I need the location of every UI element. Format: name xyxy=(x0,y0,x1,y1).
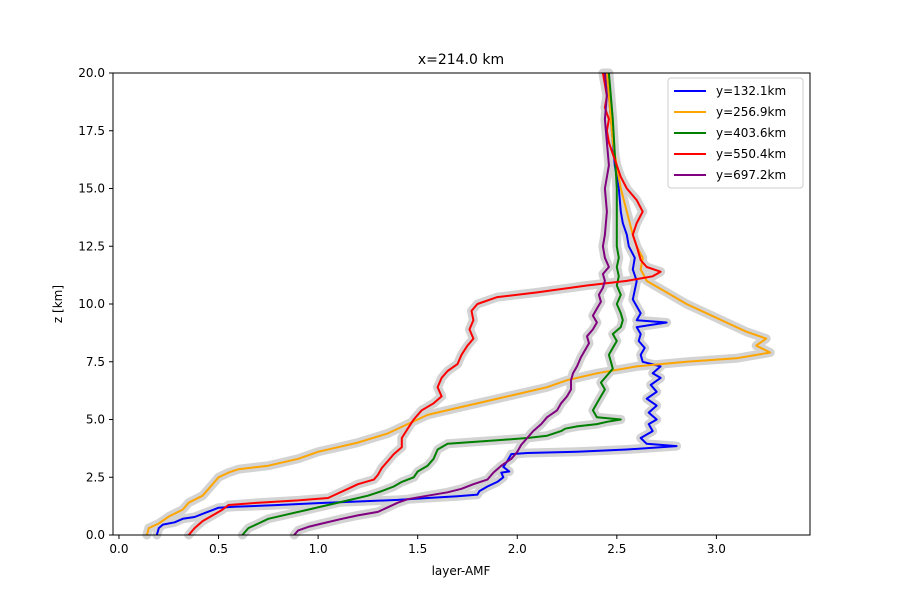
y-tick-label: 7.5 xyxy=(86,355,105,369)
series-line-1 xyxy=(155,72,678,536)
x-tick-label: 2.5 xyxy=(607,542,626,556)
series-line-3 xyxy=(241,72,624,536)
series-line-4 xyxy=(187,72,662,536)
legend-label-2: y=256.9km xyxy=(716,105,786,119)
y-axis-ticks: 0.0 2.5 5.0 7.5 10.0 12.5 15.0 17.5 20.0 xyxy=(78,66,113,542)
y-tick-label: 15.0 xyxy=(78,182,105,196)
x-tick-label: 0.5 xyxy=(209,542,228,556)
y-tick-label: 5.0 xyxy=(86,413,105,427)
x-tick-label: 1.0 xyxy=(309,542,328,556)
y-tick-label: 12.5 xyxy=(78,239,105,253)
x-tick-label: 2.0 xyxy=(508,542,527,556)
x-tick-label: 1.5 xyxy=(408,542,427,556)
x-tick-label: 0.0 xyxy=(109,542,128,556)
y-axis-label: z [km] xyxy=(51,285,65,323)
legend-box xyxy=(667,77,804,189)
x-tick-label: 3.0 xyxy=(707,542,726,556)
y-tick-label: 17.5 xyxy=(78,124,105,138)
legend-label-4: y=550.4km xyxy=(716,147,786,161)
legend-label-3: y=403.6km xyxy=(716,126,786,140)
x-axis-ticks: 0.0 0.5 1.0 1.5 2.0 2.5 3.0 xyxy=(109,535,726,556)
chart-title: x=214.0 km xyxy=(418,52,504,68)
legend-label-5: y=697.2km xyxy=(716,168,786,182)
x-axis-label: layer-AMF xyxy=(432,564,491,578)
series-line-5 xyxy=(293,72,610,536)
y-tick-label: 20.0 xyxy=(78,66,105,80)
y-tick-label: 2.5 xyxy=(86,470,105,484)
series-lines xyxy=(145,72,772,536)
y-tick-label: 0.0 xyxy=(86,528,105,542)
y-tick-label: 10.0 xyxy=(78,297,105,311)
legend: y=132.1km y=256.9km y=403.6km y=550.4km y=69… xyxy=(667,77,804,189)
legend-label-1: y=132.1km xyxy=(716,84,786,98)
